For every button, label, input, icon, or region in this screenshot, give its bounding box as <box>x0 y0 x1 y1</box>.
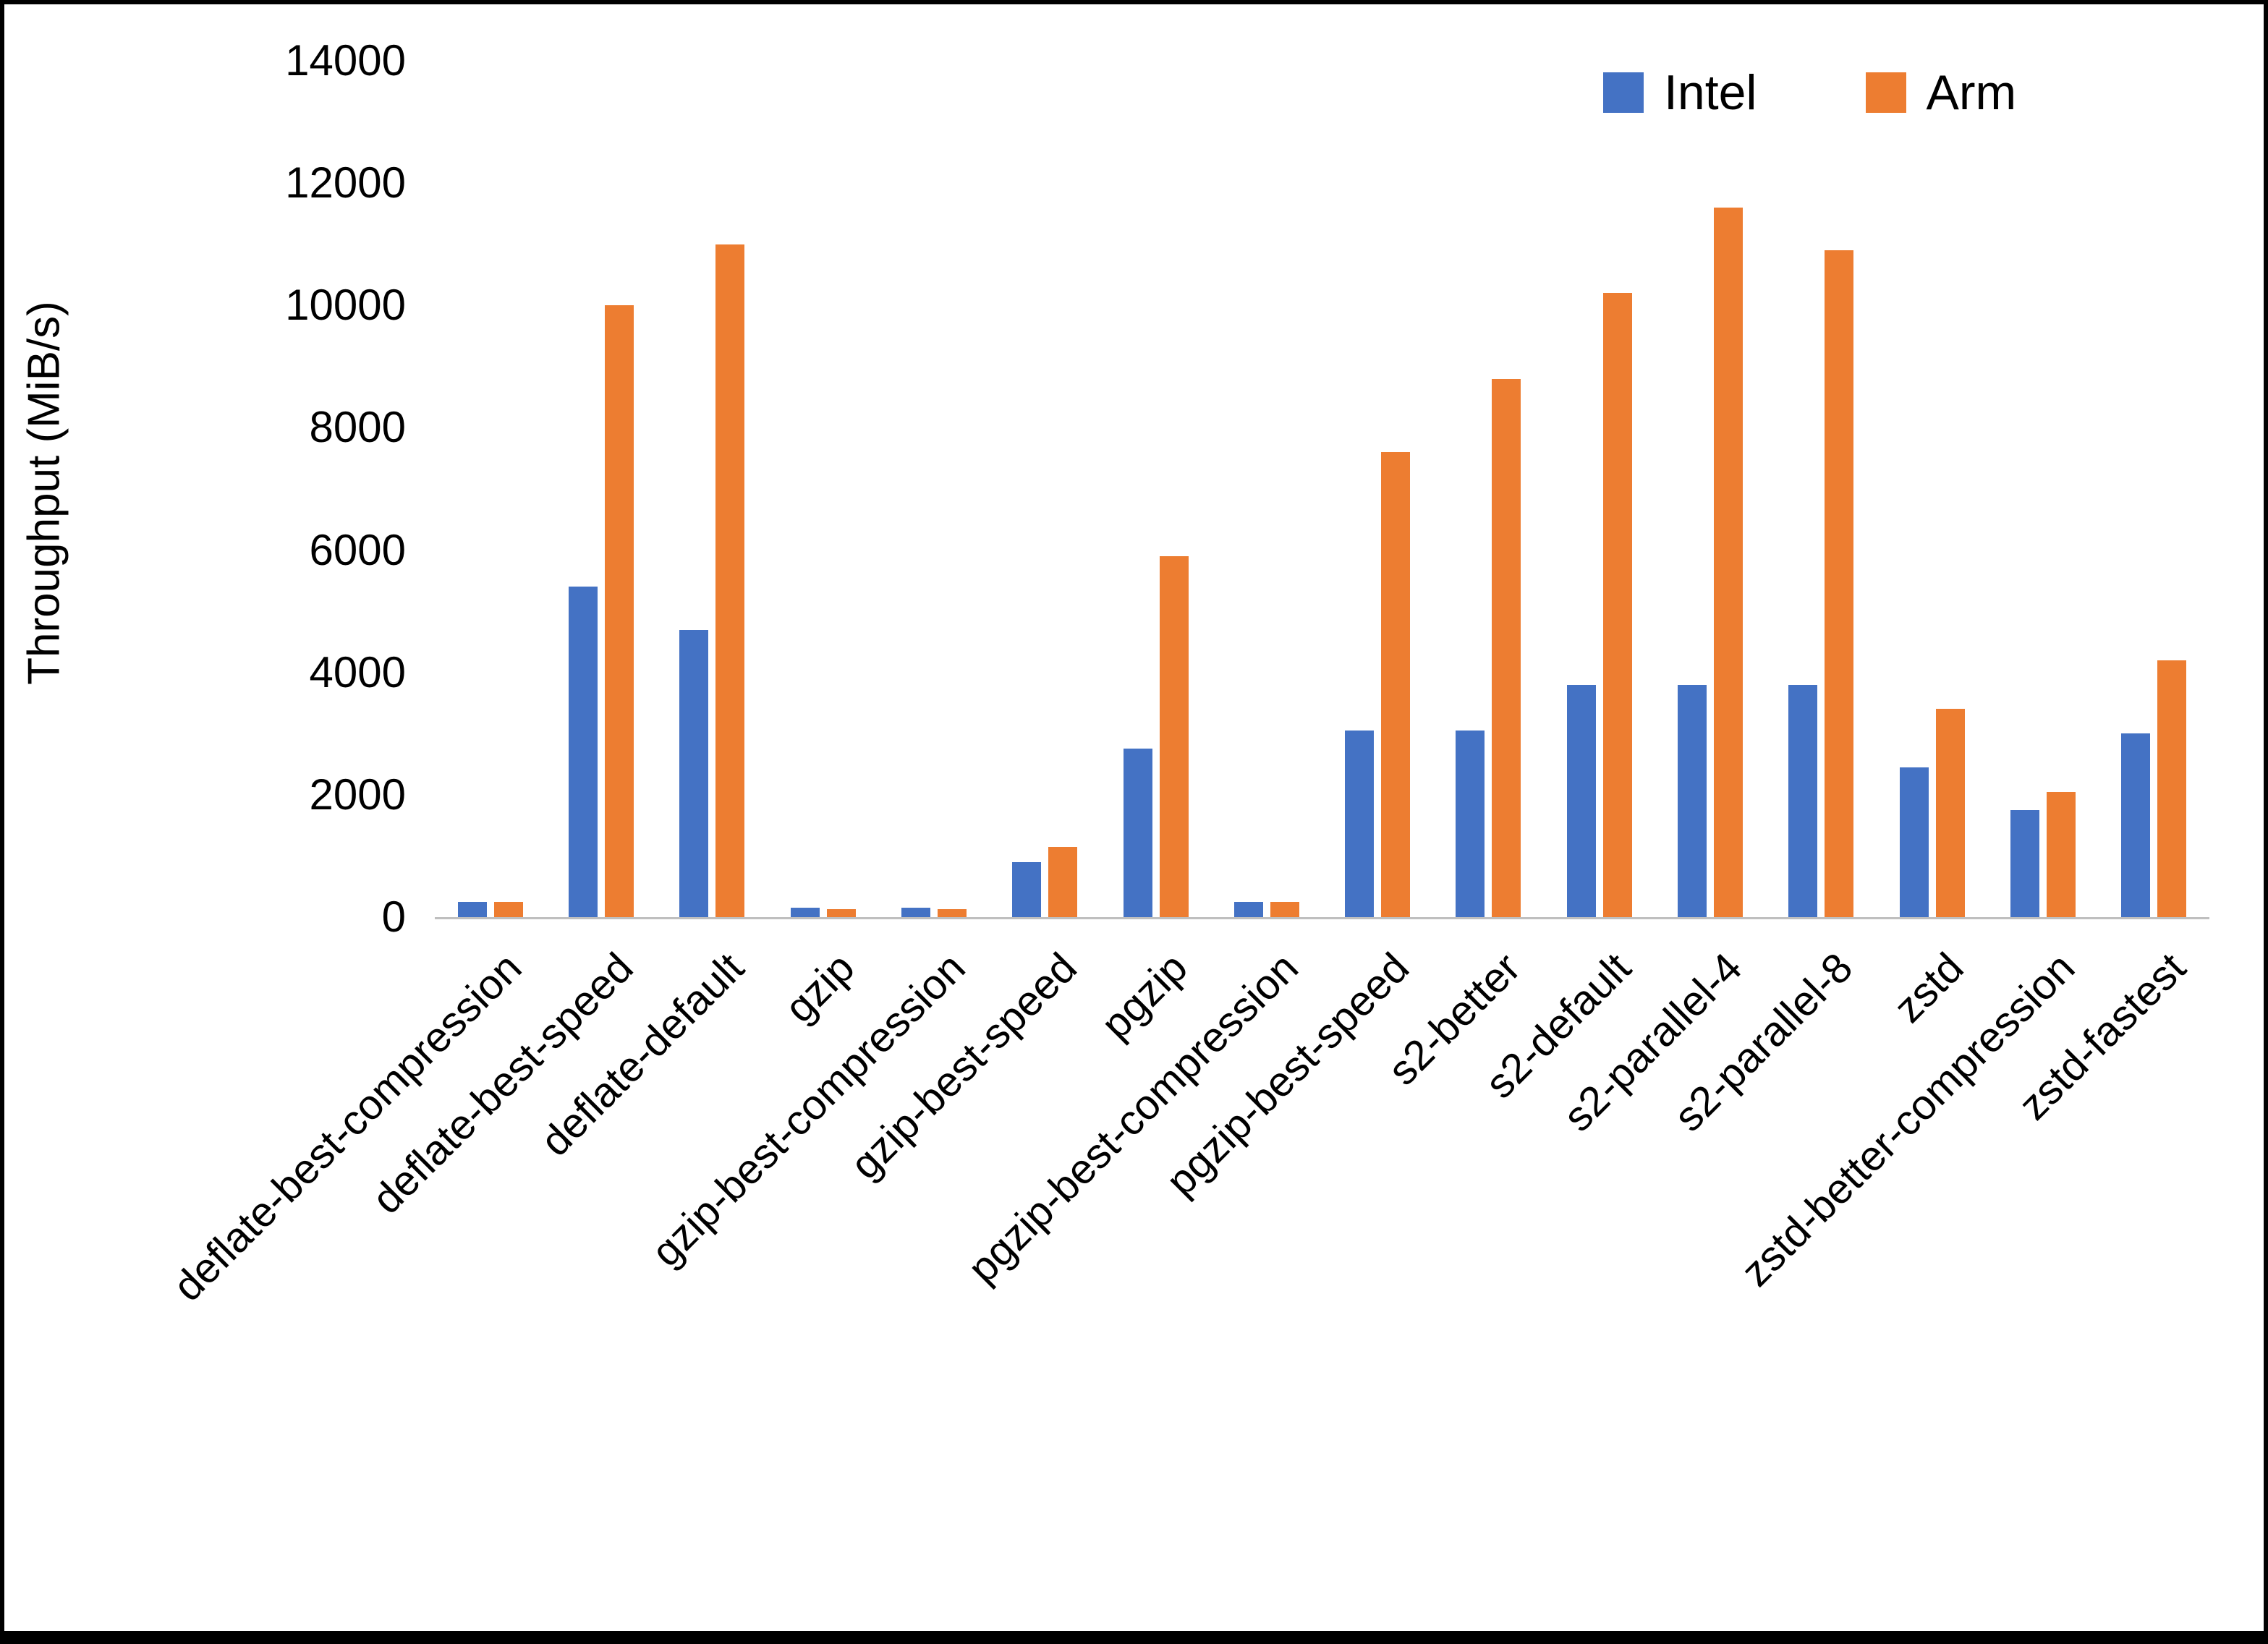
y-tick-label: 6000 <box>309 525 406 574</box>
y-tick-label: 14000 <box>285 36 406 85</box>
bar-arm <box>1270 901 1299 917</box>
legend-item-arm: Arm <box>1865 65 2017 120</box>
bar-arm <box>715 244 745 917</box>
bar-arm <box>1714 207 1744 917</box>
bar-arm <box>2047 791 2076 917</box>
bar-intel <box>568 587 598 917</box>
bar-arm <box>493 901 523 917</box>
x-axis-line <box>435 917 2209 919</box>
bar-arm <box>604 305 634 917</box>
bar-arm <box>1048 846 1078 917</box>
bar-intel <box>1566 684 1596 917</box>
bar-arm <box>2157 660 2187 917</box>
legend-swatch-icon <box>1603 72 1644 113</box>
x-axis-category-label: deflate-default <box>531 944 753 1166</box>
x-axis-category-label: zstd <box>1885 944 1973 1032</box>
bar-intel <box>679 629 709 917</box>
bar-arm <box>1935 709 1965 917</box>
bar-arm <box>826 909 856 917</box>
legend-swatch-icon <box>1865 72 1906 113</box>
bar-arm <box>1602 293 1632 917</box>
bar-intel <box>1345 731 1375 917</box>
y-axis-title: Throughput (MiB/s) <box>19 301 69 685</box>
bar-arm <box>1825 250 1854 917</box>
bar-intel <box>1456 731 1485 917</box>
x-axis-category-label: pgzip <box>1092 944 1197 1049</box>
legend-item-intel: Intel <box>1603 68 1757 117</box>
bar-arm <box>1381 452 1411 917</box>
bar-intel <box>2010 810 2040 917</box>
bar-intel <box>1233 901 1263 917</box>
bar-intel <box>1012 861 1042 917</box>
x-axis-category-label: gzip <box>776 944 864 1032</box>
y-tick-label: 2000 <box>309 770 406 819</box>
legend-label: Intel <box>1664 65 1757 120</box>
legend: Intel Arm <box>1603 68 2016 117</box>
bar-arm <box>937 909 967 917</box>
bar-intel <box>1678 684 1707 917</box>
bar-intel <box>1123 749 1152 917</box>
bar-arm <box>1492 378 1521 917</box>
bar-intel <box>790 908 820 917</box>
bar-intel <box>901 908 930 917</box>
bar-intel <box>2121 733 2151 917</box>
bar-intel <box>1788 684 1818 917</box>
y-tick-label: 4000 <box>309 647 406 697</box>
y-tick-label: 0 <box>381 893 406 941</box>
bar-intel <box>457 901 487 917</box>
bar-arm <box>1159 556 1189 917</box>
y-tick-label: 8000 <box>309 403 406 452</box>
y-tick-label: 12000 <box>285 158 406 208</box>
y-tick-label: 10000 <box>285 281 406 330</box>
bar-intel <box>1899 767 1929 917</box>
legend-label: Arm <box>1926 65 2017 120</box>
